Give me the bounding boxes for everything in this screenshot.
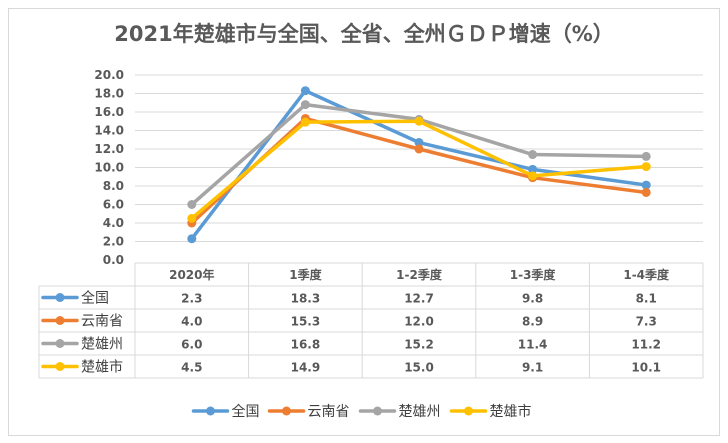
x-category-label: 1-3季度 [510,267,557,282]
data-point [528,171,538,181]
legend-item: 楚雄州 [358,404,441,420]
y-tick-label: 20.0 [94,68,124,82]
table-cell-value: 8.1 [636,292,657,306]
series-line [190,119,648,221]
y-tick-label: 0.0 [103,253,124,267]
legend-label: 楚雄州 [399,404,441,420]
table-cell-value: 12.7 [404,292,434,306]
table-cell-value: 12.0 [404,315,434,329]
table-legend-key-marker [55,339,65,348]
data-point [641,180,651,190]
data-point [187,200,197,209]
data-point [528,150,538,160]
y-tick-label: 12.0 [94,142,124,156]
y-tick-label: 2.0 [103,235,124,249]
table-cell-value: 11.2 [631,338,661,352]
table-cell-value: 18.3 [291,292,321,306]
legend-key-marker [206,406,215,416]
y-tick-label: 6.0 [103,198,124,212]
y-tick-label: 4.0 [103,216,124,230]
table-cell-value: 9.8 [522,292,543,306]
table-cell-value: 8.9 [522,315,543,329]
legend-item: 全国 [191,403,260,420]
y-axis-ticks: 0.0 2.0 4.0 6.0 8.0 10.0 12.0 14.0 16.0 18.0 20.0 [94,68,124,267]
table-legend-key-marker [55,316,65,325]
data-point [528,164,538,174]
data-point [187,213,197,223]
table-cell-value: 10.1 [631,361,661,375]
y-tick-label: 14.0 [94,124,124,138]
data-point [414,144,424,154]
data-point [641,151,651,161]
data-point [414,138,424,148]
table-cell-value: 6.0 [181,338,202,352]
table-cell-value: 9.1 [522,361,543,375]
table-cell-value: 11.4 [518,338,548,352]
table-cell-value: 2.3 [181,292,202,306]
legend-label: 全国 [232,403,260,420]
data-point [414,116,424,126]
data-point [187,234,197,244]
table-row-label: 云南省 [81,314,123,330]
table-cell-value: 4.0 [181,315,202,329]
legend-key-marker [464,406,473,416]
legend: 全国 云南省 楚雄州 楚雄市 [191,403,532,420]
data-point [641,162,651,172]
legend-key-marker [282,406,291,416]
y-tick-label: 10.0 [94,161,124,175]
y-tick-label: 8.0 [103,179,124,193]
table-cell-value: 15.0 [404,361,434,375]
data-point [300,117,310,127]
table-row-label: 楚雄市 [81,359,123,376]
table-cell-value: 15.3 [291,315,321,329]
chart-frame [8,8,720,436]
series-lines [187,86,651,244]
data-point [300,100,310,110]
legend-item: 云南省 [267,404,350,420]
data-point [300,86,310,96]
table-row-label: 楚雄州 [81,337,123,353]
series-3 [187,116,651,223]
legend-item: 楚雄市 [449,403,532,420]
data-point [641,187,651,197]
x-category-label: 1-2季度 [396,267,443,282]
table-cell-value: 16.8 [291,338,321,352]
x-category-label: 1-4季度 [623,267,670,282]
y-tick-label: 16.0 [94,105,124,119]
legend-label: 云南省 [308,404,350,420]
series-line [190,88,648,241]
legend-key-marker [373,406,382,416]
x-category-label: 1季度 [289,267,322,282]
table-cell-value: 4.5 [181,361,202,375]
table-cell-value: 14.9 [291,361,321,375]
x-category-label: 2020年 [169,267,214,282]
table-cell-value: 15.2 [404,338,434,352]
table-cell-value: 7.3 [636,315,657,329]
y-tick-label: 18.0 [94,87,124,101]
legend-label: 楚雄市 [490,403,532,420]
table-legend-key-marker [55,293,65,302]
chart-title: 2021年楚雄市与全国、全省、全州ＧＤＰ增速（%） [114,22,614,46]
table-legend-key-marker [55,362,65,371]
table-row-label: 全国 [81,290,109,307]
gridlines [135,74,703,242]
